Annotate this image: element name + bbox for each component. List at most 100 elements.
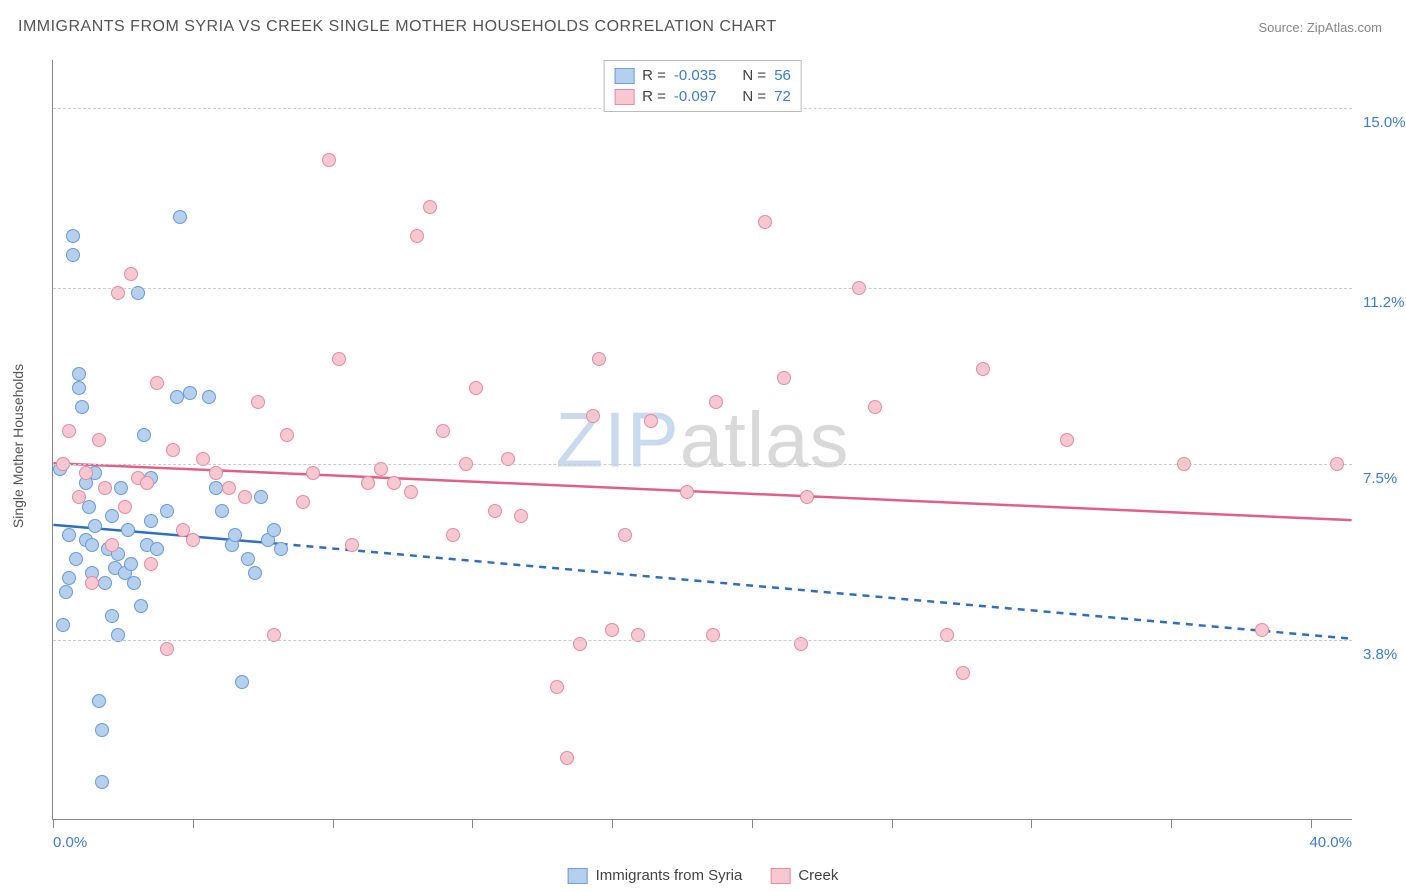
data-point: [127, 576, 141, 590]
x-tick-mark: [53, 820, 54, 828]
data-point: [105, 609, 119, 623]
data-point: [361, 476, 375, 490]
data-point: [150, 376, 164, 390]
n-value-1: 56: [774, 67, 791, 84]
data-point: [241, 552, 255, 566]
data-point: [254, 490, 268, 504]
data-point: [56, 618, 70, 632]
data-point: [296, 495, 310, 509]
x-end-label: 40.0%: [1309, 834, 1352, 851]
data-point: [514, 509, 528, 523]
data-point: [69, 552, 83, 566]
data-point: [160, 504, 174, 518]
data-point: [215, 504, 229, 518]
legend-swatch-1: [568, 868, 588, 884]
r-value-2: -0.097: [674, 88, 717, 105]
legend-label-1: Immigrants from Syria: [596, 867, 743, 884]
data-point: [66, 248, 80, 262]
trend-line: [281, 544, 1352, 639]
x-tick-mark: [1171, 820, 1172, 828]
data-point: [488, 504, 502, 518]
data-point: [144, 557, 158, 571]
watermark: ZIPatlas: [555, 394, 849, 485]
data-point: [1255, 623, 1269, 637]
data-point: [66, 229, 80, 243]
stats-legend: R = -0.035 N = 56 R = -0.097 N = 72: [603, 60, 802, 112]
n-label-2: N =: [742, 88, 766, 105]
swatch-series1: [614, 68, 634, 84]
data-point: [976, 362, 990, 376]
data-point: [62, 571, 76, 585]
data-point: [92, 694, 106, 708]
data-point: [800, 490, 814, 504]
data-point: [150, 542, 164, 556]
data-point: [105, 509, 119, 523]
data-point: [124, 267, 138, 281]
data-point: [79, 466, 93, 480]
data-point: [709, 395, 723, 409]
y-tick-label: 3.8%: [1363, 646, 1397, 663]
data-point: [280, 428, 294, 442]
data-point: [387, 476, 401, 490]
data-point: [592, 352, 606, 366]
data-point: [404, 485, 418, 499]
data-point: [238, 490, 252, 504]
data-point: [306, 466, 320, 480]
data-point: [95, 723, 109, 737]
x-tick-mark: [892, 820, 893, 828]
data-point: [166, 443, 180, 457]
data-point: [560, 751, 574, 765]
bottom-legend: Immigrants from Syria Creek: [568, 867, 839, 884]
data-point: [410, 229, 424, 243]
data-point: [332, 352, 346, 366]
n-label-1: N =: [742, 67, 766, 84]
data-point: [124, 557, 138, 571]
data-point: [423, 200, 437, 214]
data-point: [114, 481, 128, 495]
data-point: [956, 666, 970, 680]
y-tick-label: 15.0%: [1363, 114, 1406, 131]
data-point: [618, 528, 632, 542]
swatch-series2: [614, 89, 634, 105]
x-tick-mark: [193, 820, 194, 828]
data-point: [62, 424, 76, 438]
plot-area: ZIPatlas R = -0.035 N = 56 R = -0.097 N …: [52, 60, 1352, 820]
data-point: [98, 481, 112, 495]
data-point: [267, 523, 281, 537]
data-point: [85, 576, 99, 590]
x-tick-mark: [1311, 820, 1312, 828]
legend-item-series2: Creek: [770, 867, 838, 884]
data-point: [72, 490, 86, 504]
data-point: [446, 528, 460, 542]
r-label-2: R =: [642, 88, 666, 105]
data-point: [202, 390, 216, 404]
data-point: [186, 533, 200, 547]
data-point: [98, 576, 112, 590]
data-point: [170, 390, 184, 404]
data-point: [644, 414, 658, 428]
legend-swatch-2: [770, 868, 790, 884]
data-point: [758, 215, 772, 229]
data-point: [134, 599, 148, 613]
data-point: [322, 153, 336, 167]
data-point: [777, 371, 791, 385]
data-point: [251, 395, 265, 409]
y-tick-label: 11.2%: [1363, 294, 1404, 311]
data-point: [88, 519, 102, 533]
y-tick-label: 7.5%: [1363, 470, 1397, 487]
data-point: [144, 514, 158, 528]
data-point: [345, 538, 359, 552]
data-point: [137, 428, 151, 442]
x-start-label: 0.0%: [53, 834, 87, 851]
chart-title: IMMIGRANTS FROM SYRIA VS CREEK SINGLE MO…: [18, 18, 777, 36]
data-point: [183, 386, 197, 400]
n-value-2: 72: [774, 88, 791, 105]
data-point: [605, 623, 619, 637]
data-point: [868, 400, 882, 414]
y-axis-label: Single Mother Households: [10, 364, 26, 528]
watermark-zip: ZIP: [555, 395, 679, 483]
data-point: [95, 775, 109, 789]
data-point: [75, 400, 89, 414]
data-point: [62, 528, 76, 542]
data-point: [72, 367, 86, 381]
